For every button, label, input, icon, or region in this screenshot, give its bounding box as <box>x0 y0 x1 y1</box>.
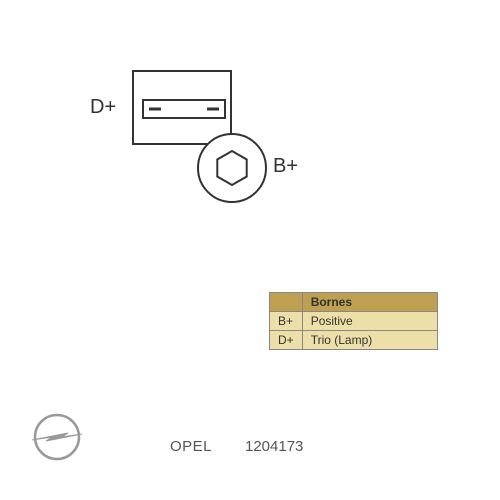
hex-icon <box>213 149 251 187</box>
connector-rect <box>132 70 232 145</box>
table-row: B+ Positive <box>270 312 438 331</box>
terminal-b-label: B+ <box>273 155 298 178</box>
terminal-cell: B+ <box>270 312 303 331</box>
description-cell: Positive <box>302 312 437 331</box>
header-bornes-cell: Bornes <box>302 293 437 312</box>
terminal-cell: D+ <box>270 331 303 350</box>
terminal-diagram: D+ B+ <box>90 70 290 250</box>
terminal-d-label: D+ <box>90 96 116 119</box>
connector-slot <box>142 99 226 119</box>
table-header-row: Bornes <box>270 293 438 312</box>
table-row: D+ Trio (Lamp) <box>270 331 438 350</box>
terminal-circle <box>197 133 267 203</box>
brand-name: OPEL <box>170 438 212 455</box>
part-number: 1204173 <box>245 438 303 455</box>
bornes-table: Bornes B+ Positive D+ Trio (Lamp) <box>269 292 438 350</box>
header-empty-cell <box>270 293 303 312</box>
opel-logo-icon <box>30 410 85 465</box>
description-cell: Trio (Lamp) <box>302 331 437 350</box>
